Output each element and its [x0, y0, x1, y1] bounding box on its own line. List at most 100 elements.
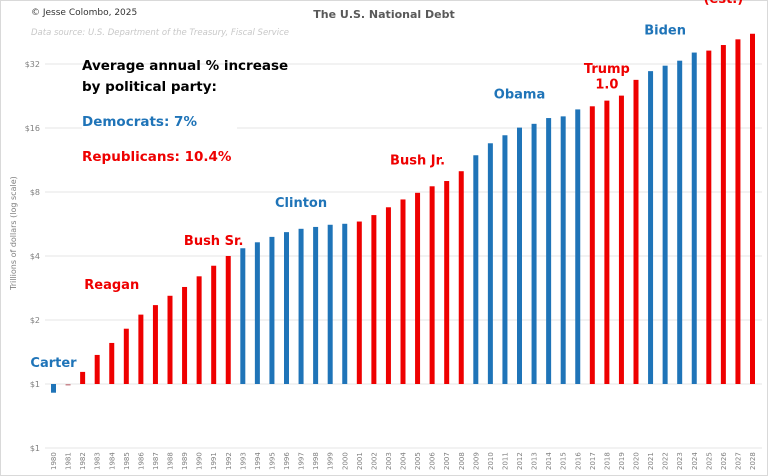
- bar-2007: [444, 181, 450, 384]
- bar-1995: [269, 236, 275, 384]
- y-tick-label: $32: [25, 60, 40, 69]
- bar-1992: [225, 256, 231, 384]
- copyright-text: © Jesse Colombo, 2025: [31, 8, 138, 18]
- x-tick-label: 2026: [720, 452, 728, 470]
- y-tick-label: $2: [30, 316, 40, 325]
- x-tick-label: 1999: [327, 452, 335, 470]
- bar-1983: [94, 354, 100, 384]
- bar-2018: [604, 100, 610, 384]
- x-tick-label: 2006: [429, 452, 437, 470]
- x-tick-label: 1988: [167, 452, 175, 470]
- bar-1988: [167, 295, 173, 384]
- bar-2023: [677, 60, 683, 384]
- x-tick-label: 2014: [545, 452, 553, 470]
- y-axis-label: Trillions of dollars (log scale): [9, 176, 18, 291]
- bar-1997: [298, 228, 304, 384]
- x-tick-label: 2028: [749, 452, 757, 470]
- x-tick-label: 2020: [633, 452, 641, 470]
- y-tick-label: $1: [30, 380, 40, 389]
- x-tick-label: 1983: [94, 452, 102, 470]
- x-tick-label: 2016: [574, 452, 582, 470]
- bar-2020: [633, 79, 639, 385]
- x-tick-label: 2021: [647, 452, 655, 470]
- x-tick-label: 1991: [210, 452, 218, 470]
- y-tick-label: $16: [25, 124, 40, 133]
- bar-1996: [284, 232, 289, 384]
- bar-2013: [531, 123, 537, 384]
- annotation-clinton: Clinton: [275, 196, 327, 211]
- bar-2015: [560, 116, 566, 384]
- x-tick-label: 1990: [196, 452, 204, 470]
- bar-2028: [750, 33, 755, 385]
- x-tick-label: 2000: [341, 452, 349, 470]
- x-tick-label: 1984: [108, 452, 116, 470]
- annotation-bush-sr: Bush Sr.: [184, 234, 244, 249]
- x-tick-label: 1994: [254, 452, 262, 470]
- bar-1999: [327, 224, 333, 384]
- bar-2010: [487, 143, 493, 384]
- bar-1984: [109, 342, 115, 384]
- republicans-average: Republicans: 10.4%: [82, 147, 232, 168]
- bar-2004: [400, 199, 406, 384]
- x-tick-label: 2007: [443, 452, 451, 470]
- annotation-est: (est.): [704, 0, 744, 7]
- x-tick-label: 1986: [137, 452, 145, 470]
- bar-2008: [458, 171, 464, 384]
- x-axis-ticks: 1980 1981 1982 1983 1984 1985 1986 1987 1988 1989…: [50, 452, 757, 470]
- party-average-info-box: Average annual % increase by political p…: [82, 56, 288, 168]
- x-tick-label: 2018: [603, 452, 611, 470]
- x-tick-label: 2005: [414, 452, 422, 470]
- bar-1987: [152, 305, 158, 384]
- info-heading-line2: by political party:: [82, 79, 217, 95]
- democrats-average: Democrats: 7%: [82, 112, 237, 133]
- x-tick-label: 2013: [531, 452, 539, 470]
- bars: [51, 33, 755, 393]
- x-tick-label: 2024: [691, 452, 699, 470]
- bar-1990: [196, 276, 202, 384]
- bar-2012: [517, 127, 522, 384]
- annotation-reagan: Reagan: [84, 278, 139, 293]
- x-tick-label: 1987: [152, 452, 160, 470]
- x-tick-label: 2009: [472, 452, 480, 470]
- x-tick-label: 1992: [225, 452, 233, 470]
- bar-2000: [342, 223, 348, 384]
- bar-1985: [123, 328, 129, 384]
- y-tick-label: $1: [30, 444, 40, 453]
- x-tick-label: 2017: [589, 452, 597, 470]
- bar-2011: [502, 135, 508, 384]
- bar-2014: [546, 118, 552, 385]
- x-tick-label: 1980: [50, 452, 58, 470]
- bar-2005: [415, 192, 421, 384]
- data-source-text: Data source: U.S. Department of the Trea…: [31, 28, 289, 38]
- president-annotations: Carter Reagan Bush Sr. Clinton Bush Jr. Obama…: [30, 0, 744, 371]
- bar-1981: [65, 384, 71, 386]
- bar-1982: [80, 371, 86, 384]
- y-axis-ticks: $1 $1 $2 $4 $8 $16 $32: [25, 60, 40, 453]
- bar-1994: [254, 242, 260, 384]
- y-tick-label: $4: [30, 252, 40, 261]
- bar-1993: [240, 248, 246, 384]
- bar-2025: [706, 50, 712, 385]
- x-tick-label: 1981: [65, 452, 73, 470]
- chart-title: The U.S. National Debt: [313, 8, 455, 21]
- bar-2009: [473, 155, 479, 384]
- x-tick-label: 2011: [501, 452, 509, 470]
- annotation-biden: Biden: [644, 24, 686, 39]
- x-tick-label: 2010: [487, 452, 495, 470]
- bar-1980: [51, 384, 56, 393]
- annotation-obama: Obama: [494, 88, 545, 103]
- y-tick-label: $8: [30, 188, 40, 197]
- x-tick-label: 2002: [370, 452, 378, 470]
- bar-2003: [385, 207, 391, 384]
- bar-2019: [618, 95, 624, 384]
- bar-2024: [691, 52, 697, 385]
- bar-2017: [589, 106, 595, 385]
- gridlines: [45, 63, 762, 449]
- x-tick-label: 1982: [79, 452, 87, 470]
- bar-2006: [429, 186, 435, 384]
- bar-2027: [735, 39, 741, 385]
- annotation-trump: Trump: [584, 62, 630, 77]
- x-tick-label: 1998: [312, 452, 320, 470]
- x-tick-label: 2003: [385, 452, 393, 470]
